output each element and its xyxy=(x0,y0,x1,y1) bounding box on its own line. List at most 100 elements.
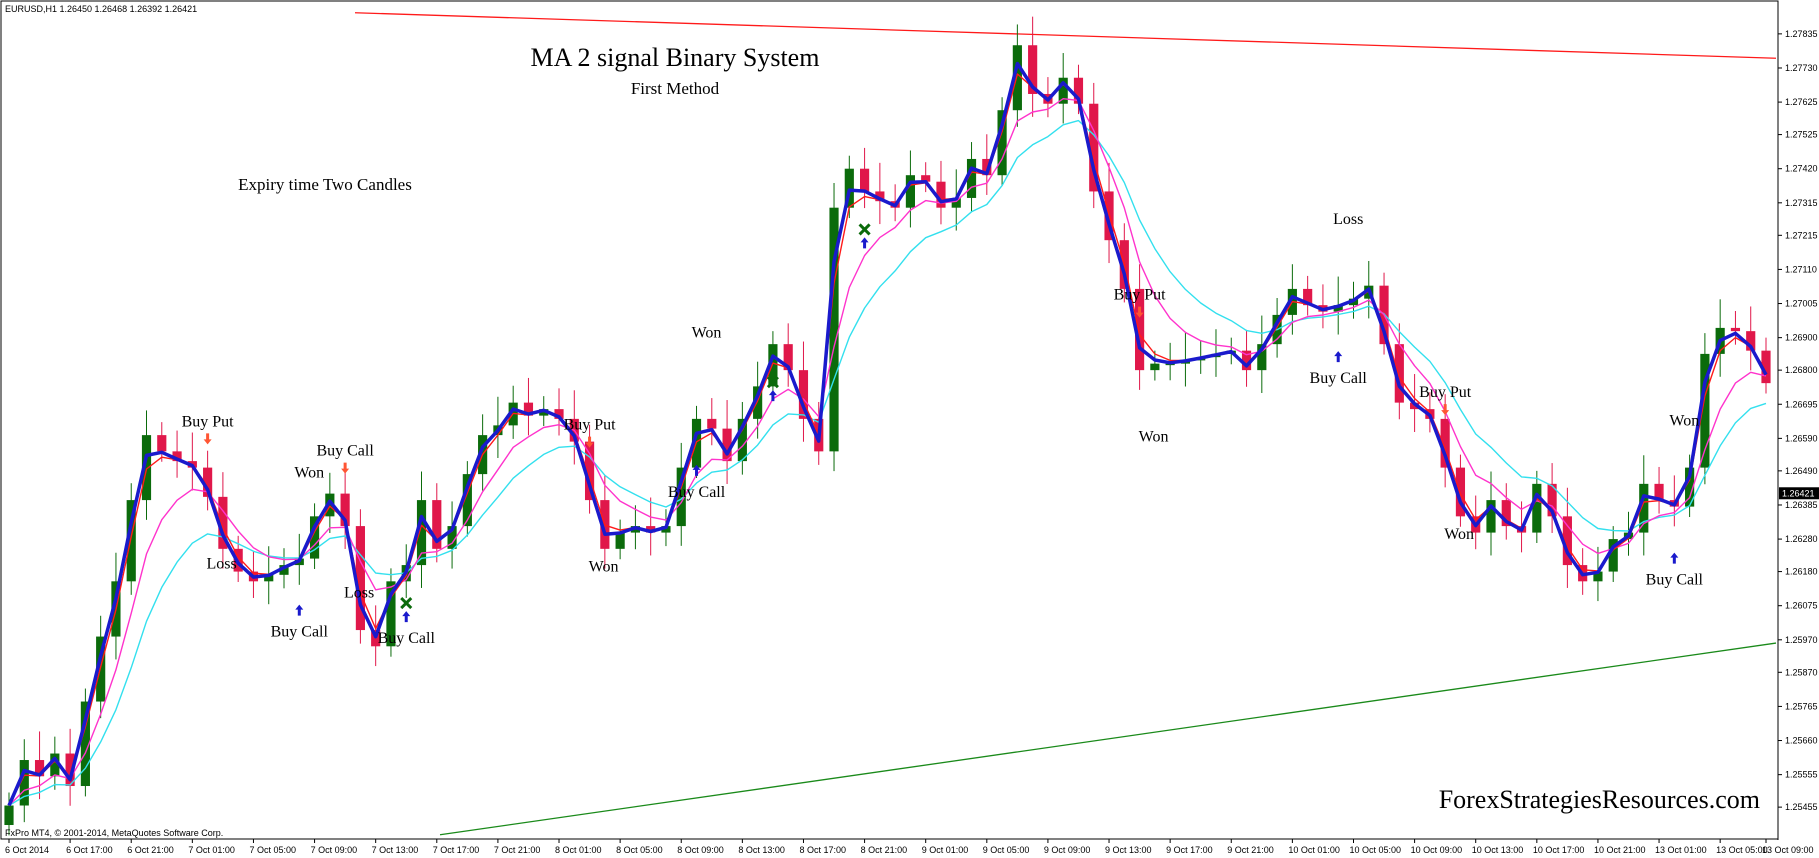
price-tick-label: 1.26590 xyxy=(1785,433,1818,443)
candle-body xyxy=(783,344,793,371)
candle-body xyxy=(1135,288,1145,371)
ma-cyan-line xyxy=(8,119,1767,807)
time-tick-label: 10 Oct 21:00 xyxy=(1594,845,1646,855)
signal-label: Buy Call xyxy=(668,484,726,501)
result-label: Loss xyxy=(344,585,374,602)
time-tick-label: 7 Oct 01:00 xyxy=(188,845,235,855)
candle-body xyxy=(1150,363,1160,371)
signal-label: Buy Call xyxy=(316,443,374,460)
price-tick-label: 1.27835 xyxy=(1785,29,1818,39)
candle-body xyxy=(355,526,365,631)
cross-stroke xyxy=(400,597,413,610)
candle-body xyxy=(1073,77,1084,104)
candle-body xyxy=(1639,483,1649,533)
time-tick-label: 13 Oct 05:00 xyxy=(1716,845,1768,855)
signal-layer: Buy Put Loss Buy Call Won Buy Call Loss Buy Ca… xyxy=(182,211,1704,647)
candle-body xyxy=(1654,483,1664,501)
buy-arrow-icon xyxy=(1334,351,1343,363)
candle-body xyxy=(462,474,472,527)
time-tick-label: 10 Oct 05:00 xyxy=(1349,845,1401,855)
price-tick-label: 1.25660 xyxy=(1785,736,1818,746)
price-tick-label: 1.25765 xyxy=(1785,701,1818,711)
time-tick-label: 9 Oct 01:00 xyxy=(922,845,969,855)
sell-arrow-icon xyxy=(341,462,350,474)
buy-arrow-icon xyxy=(692,464,701,476)
expiry-note: Expiry time Two Candles xyxy=(238,175,412,194)
candle-body xyxy=(1685,467,1695,507)
candle-body xyxy=(1547,483,1557,517)
time-tick-label: 7 Oct 21:00 xyxy=(494,845,541,855)
signal-label: Buy Call xyxy=(1646,572,1704,589)
candle-body xyxy=(203,467,213,497)
time-axis: 6 Oct 2014 6 Oct 17:00 6 Oct 21:00 7 Oct 01… xyxy=(5,839,1814,855)
cross-icon xyxy=(766,376,779,389)
candle-body xyxy=(218,496,228,549)
candle-body xyxy=(676,467,686,527)
candle-body xyxy=(1333,305,1343,312)
candle-body xyxy=(921,175,931,182)
time-tick-label: 10 Oct 13:00 xyxy=(1472,845,1524,855)
time-tick-label: 9 Oct 21:00 xyxy=(1227,845,1274,855)
price-tick-label: 1.27730 xyxy=(1785,63,1818,73)
price-tick-label: 1.25455 xyxy=(1785,802,1818,812)
time-tick-label: 8 Oct 13:00 xyxy=(738,845,785,855)
cross-stroke xyxy=(766,376,779,389)
candle-body xyxy=(309,516,320,559)
ma-blue-line xyxy=(7,61,1768,807)
current-price-box xyxy=(1779,487,1819,500)
candle-body xyxy=(126,500,136,582)
candle-body xyxy=(1089,103,1099,192)
time-tick-label: 7 Oct 09:00 xyxy=(311,845,358,855)
result-label: Won xyxy=(1669,412,1699,429)
candle-body xyxy=(1700,353,1710,468)
price-tick-label: 1.26280 xyxy=(1785,534,1818,544)
candle-body xyxy=(523,402,534,416)
price-tick-label: 1.27110 xyxy=(1785,264,1817,274)
time-tick-label: 8 Oct 01:00 xyxy=(555,845,602,855)
price-tick-label: 1.26800 xyxy=(1785,365,1818,375)
candle-body xyxy=(905,175,916,208)
candle-body xyxy=(447,526,457,549)
candle-body xyxy=(1058,77,1068,104)
candle-body xyxy=(997,110,1007,176)
signal-label: Buy Call xyxy=(378,630,436,647)
candle-body xyxy=(951,197,961,208)
candle-body xyxy=(1394,344,1404,403)
moving-average-layer xyxy=(7,61,1768,807)
candle-body xyxy=(768,344,778,387)
candle-body xyxy=(1746,331,1756,351)
chart-title: MA 2 signal Binary System xyxy=(531,43,820,72)
candle-body xyxy=(737,418,747,462)
buy-arrow-icon xyxy=(768,390,777,402)
trendline-upper xyxy=(354,12,1777,59)
time-tick-label: 13 Oct 01:00 xyxy=(1655,845,1707,855)
price-tick-label: 1.26900 xyxy=(1785,333,1818,343)
price-tick-label: 1.26385 xyxy=(1785,500,1818,510)
sell-arrow-icon xyxy=(203,433,212,445)
candle-body xyxy=(844,168,854,208)
time-tick-label: 9 Oct 17:00 xyxy=(1166,845,1213,855)
candle-body xyxy=(1028,45,1038,94)
candle-layer xyxy=(4,16,1771,836)
signal-label: Buy Put xyxy=(564,417,617,434)
candle-body xyxy=(416,500,427,566)
price-tick-label: 1.27625 xyxy=(1785,97,1818,107)
candle-body xyxy=(936,181,946,208)
time-tick-label: 7 Oct 13:00 xyxy=(372,845,419,855)
chart-border xyxy=(0,0,1779,840)
sell-arrow-icon xyxy=(1441,404,1450,416)
result-label: Won xyxy=(1444,526,1474,543)
candle-body xyxy=(1257,344,1267,371)
time-tick-label: 9 Oct 13:00 xyxy=(1105,845,1152,855)
result-label: Won xyxy=(1139,429,1169,446)
candle-body xyxy=(432,500,442,549)
watermark: ForexStrategiesResources.com xyxy=(1439,785,1760,814)
time-tick-label: 8 Oct 21:00 xyxy=(861,845,908,855)
candle-body xyxy=(966,158,977,198)
time-tick-label: 6 Oct 2014 xyxy=(5,845,49,855)
result-label: Loss xyxy=(207,555,237,572)
sell-arrow-icon xyxy=(1135,306,1144,318)
signal-label: Buy Call xyxy=(271,624,329,641)
result-label: Won xyxy=(294,464,324,481)
candle-body xyxy=(80,701,90,787)
